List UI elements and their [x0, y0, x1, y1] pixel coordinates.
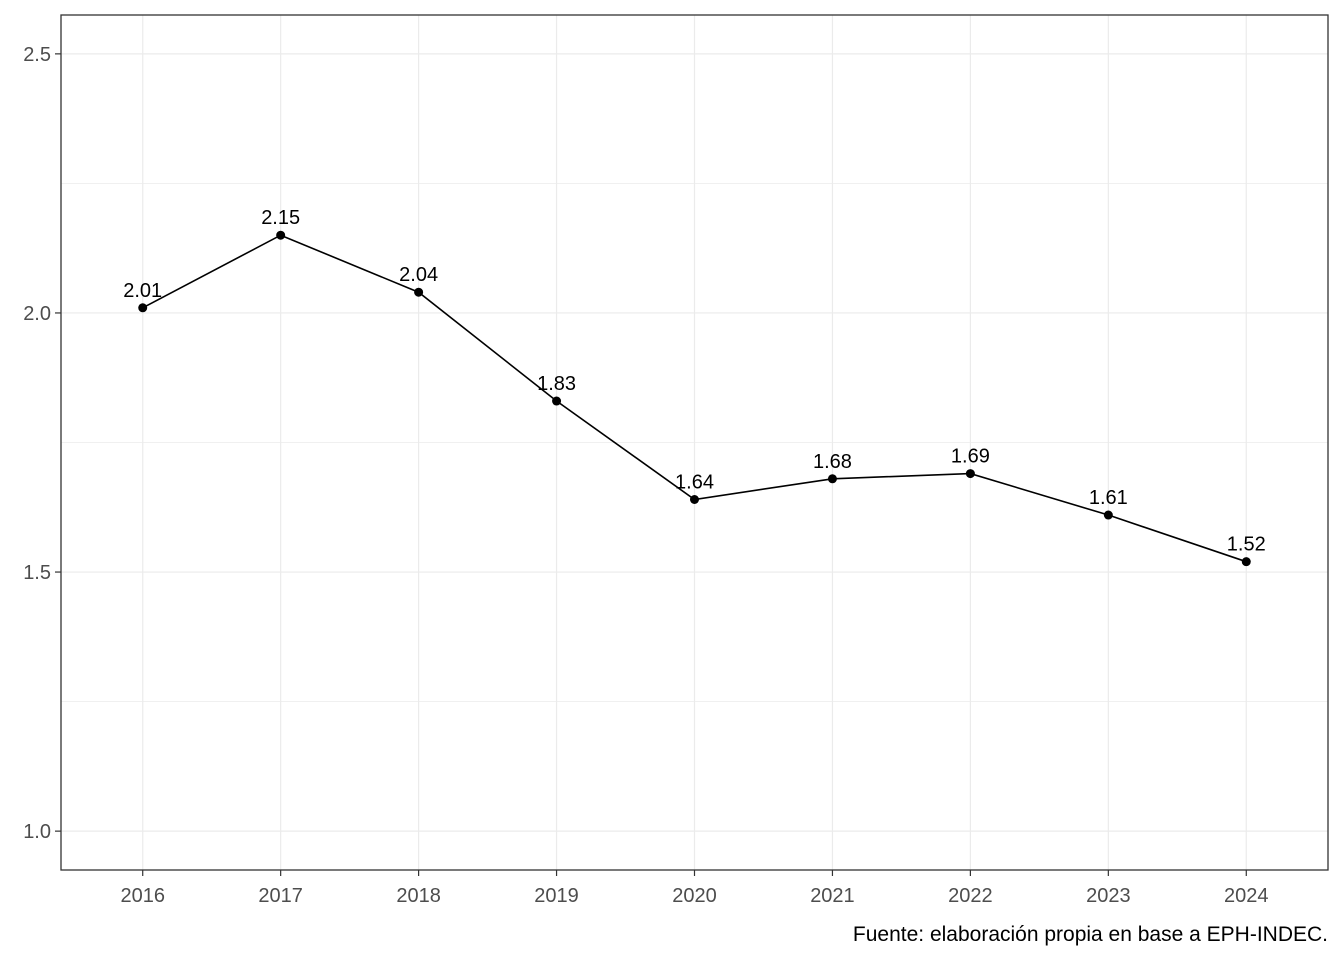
gridlines	[61, 15, 1328, 870]
data-label: 1.52	[1227, 534, 1266, 556]
x-tick-label: 2018	[396, 885, 441, 907]
x-tick-label: 2020	[672, 885, 717, 907]
data-point	[276, 230, 286, 240]
data-label: 2.15	[261, 207, 300, 229]
data-label: 1.64	[675, 472, 714, 494]
data-label: 1.61	[1089, 487, 1128, 509]
data-point	[965, 469, 975, 479]
data-label: 1.83	[537, 373, 576, 395]
y-tick-label: 2.5	[23, 44, 51, 66]
data-labels: 2.01 2.15 2.04 1.83 1.64 1.68 1.69 1.61 1.52	[123, 207, 1265, 555]
data-label: 1.69	[951, 446, 990, 468]
x-tick-label: 2021	[810, 885, 855, 907]
x-tick-label: 2019	[534, 885, 579, 907]
x-tick-label: 2016	[120, 885, 165, 907]
data-point	[1103, 510, 1113, 520]
data-point	[414, 287, 424, 297]
data-points	[138, 230, 1251, 567]
data-point	[690, 495, 699, 504]
chart-caption: Fuente: elaboración propia en base a EPH…	[853, 923, 1328, 946]
data-point	[552, 396, 562, 406]
data-label: 2.04	[399, 264, 438, 286]
data-label: 1.68	[813, 451, 852, 473]
x-tick-label: 2022	[948, 885, 993, 907]
data-point	[827, 474, 837, 484]
y-tick-label: 1.0	[23, 821, 51, 843]
data-point	[1241, 557, 1251, 567]
data-point	[138, 303, 148, 313]
x-tick-label: 2017	[258, 885, 303, 907]
x-tick-label: 2024	[1224, 885, 1269, 907]
y-tick-label: 1.5	[23, 562, 51, 584]
y-tick-label: 2.0	[23, 303, 51, 325]
y-axis: 1.0 1.5 2.0 2.5	[23, 44, 61, 843]
x-tick-label: 2023	[1086, 885, 1131, 907]
data-label: 2.01	[123, 280, 162, 302]
x-axis: 2016 2017 2018 2019 2020 2021 2022 2023 2024	[120, 870, 1269, 907]
